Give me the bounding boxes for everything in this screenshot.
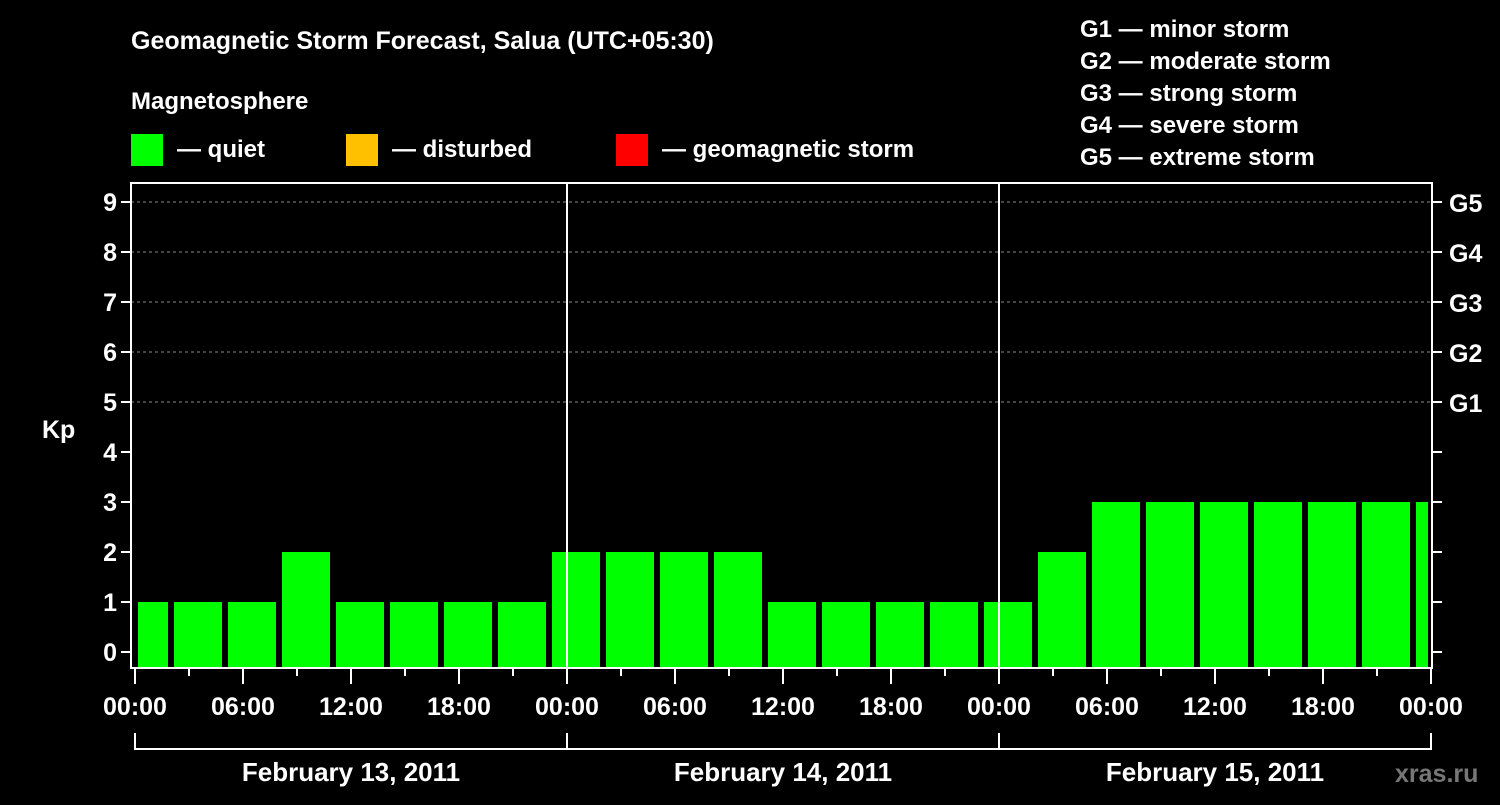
kp-bar xyxy=(228,602,276,668)
kp-bar xyxy=(1092,502,1140,668)
legend-label: — geomagnetic storm xyxy=(662,136,914,163)
kp-bar xyxy=(1362,502,1410,668)
storm-scale-item: G1 — minor storm xyxy=(1080,16,1289,43)
g-scale-label: G5 xyxy=(1449,190,1482,218)
day-label: February 14, 2011 xyxy=(674,757,892,787)
legend-title: Magnetosphere xyxy=(131,88,308,115)
kp-bar xyxy=(822,602,870,668)
storm-scale-item: G4 — severe storm xyxy=(1080,112,1299,139)
kp-bar xyxy=(174,602,222,668)
storm-scale-legend: G1 — minor storm G2 — moderate storm G3 — … xyxy=(1080,16,1331,171)
y-tick-label: 7 xyxy=(103,289,117,317)
x-tick-label: 00:00 xyxy=(103,693,167,721)
kp-bar xyxy=(768,602,816,668)
x-tick-label: 12:00 xyxy=(751,693,815,721)
plot-frame xyxy=(130,182,1433,669)
plot-area: 0 1 2 3 4 5 6 7 8 9 G1 G2 G3 G4 G5 00:00 06:00 12:00 18:00… xyxy=(103,182,1482,787)
kp-bar xyxy=(282,552,330,668)
day-label: February 13, 2011 xyxy=(242,757,460,787)
x-tick-label: 00:00 xyxy=(1399,693,1463,721)
y-tick-label: 0 xyxy=(103,639,117,667)
kp-bar xyxy=(138,602,168,668)
kp-bar xyxy=(336,602,384,668)
kp-bar xyxy=(1200,502,1248,668)
x-tick-label: 06:00 xyxy=(643,693,707,721)
x-tick-label: 18:00 xyxy=(1291,693,1355,721)
watermark: xras.ru xyxy=(1395,760,1478,788)
legend-label: — quiet xyxy=(177,136,265,163)
y-tick-label: 8 xyxy=(103,239,117,267)
storm-scale-item: G2 — moderate storm xyxy=(1080,48,1331,75)
kp-bar xyxy=(660,552,708,668)
legend-swatch xyxy=(616,134,648,166)
kp-bar xyxy=(1146,502,1194,668)
x-tick-label: 12:00 xyxy=(319,693,383,721)
g-scale-label: G1 xyxy=(1449,390,1482,418)
g-scale-label: G4 xyxy=(1449,240,1482,268)
storm-scale-item: G3 — strong storm xyxy=(1080,80,1297,107)
x-tick-label: 12:00 xyxy=(1183,693,1247,721)
y-axis-label: Kp xyxy=(42,416,75,444)
legend-label: — disturbed xyxy=(392,136,532,163)
kp-bar xyxy=(1308,502,1356,668)
legend: — quiet — disturbed — geomagnetic storm xyxy=(131,134,914,166)
kp-bar xyxy=(606,552,654,668)
legend-swatch xyxy=(131,134,163,166)
x-tick-label: 18:00 xyxy=(427,693,491,721)
x-tick-label: 06:00 xyxy=(211,693,275,721)
x-tick-label: 18:00 xyxy=(859,693,923,721)
kp-bar xyxy=(444,602,492,668)
storm-scale-item: G5 — extreme storm xyxy=(1080,144,1315,171)
kp-bar xyxy=(1038,552,1086,668)
y-tick-label: 4 xyxy=(103,439,117,467)
kp-bar xyxy=(390,602,438,668)
day-label: February 15, 2011 xyxy=(1106,757,1324,787)
y-tick-label: 3 xyxy=(103,489,117,517)
x-tick-label: 06:00 xyxy=(1075,693,1139,721)
y-tick-label: 6 xyxy=(103,339,117,367)
kp-bar xyxy=(1254,502,1302,668)
kp-bar xyxy=(930,602,978,668)
x-tick-label: 00:00 xyxy=(535,693,599,721)
y-tick-label: 1 xyxy=(103,589,117,617)
g-scale-label: G2 xyxy=(1449,340,1482,368)
y-tick-label: 9 xyxy=(103,189,117,217)
kp-bar xyxy=(1416,502,1428,668)
chart-title: Geomagnetic Storm Forecast, Salua (UTC+0… xyxy=(131,27,714,55)
g-scale-label: G3 xyxy=(1449,290,1482,318)
kp-bar xyxy=(552,552,600,668)
legend-swatch xyxy=(346,134,378,166)
kp-bar xyxy=(876,602,924,668)
y-tick-label: 5 xyxy=(103,389,117,417)
kp-bar xyxy=(984,602,1032,668)
kp-bar xyxy=(714,552,762,668)
x-tick-label: 00:00 xyxy=(967,693,1031,721)
day-bracket xyxy=(134,733,1432,750)
y-tick-label: 2 xyxy=(103,539,117,567)
kp-bar xyxy=(498,602,546,668)
